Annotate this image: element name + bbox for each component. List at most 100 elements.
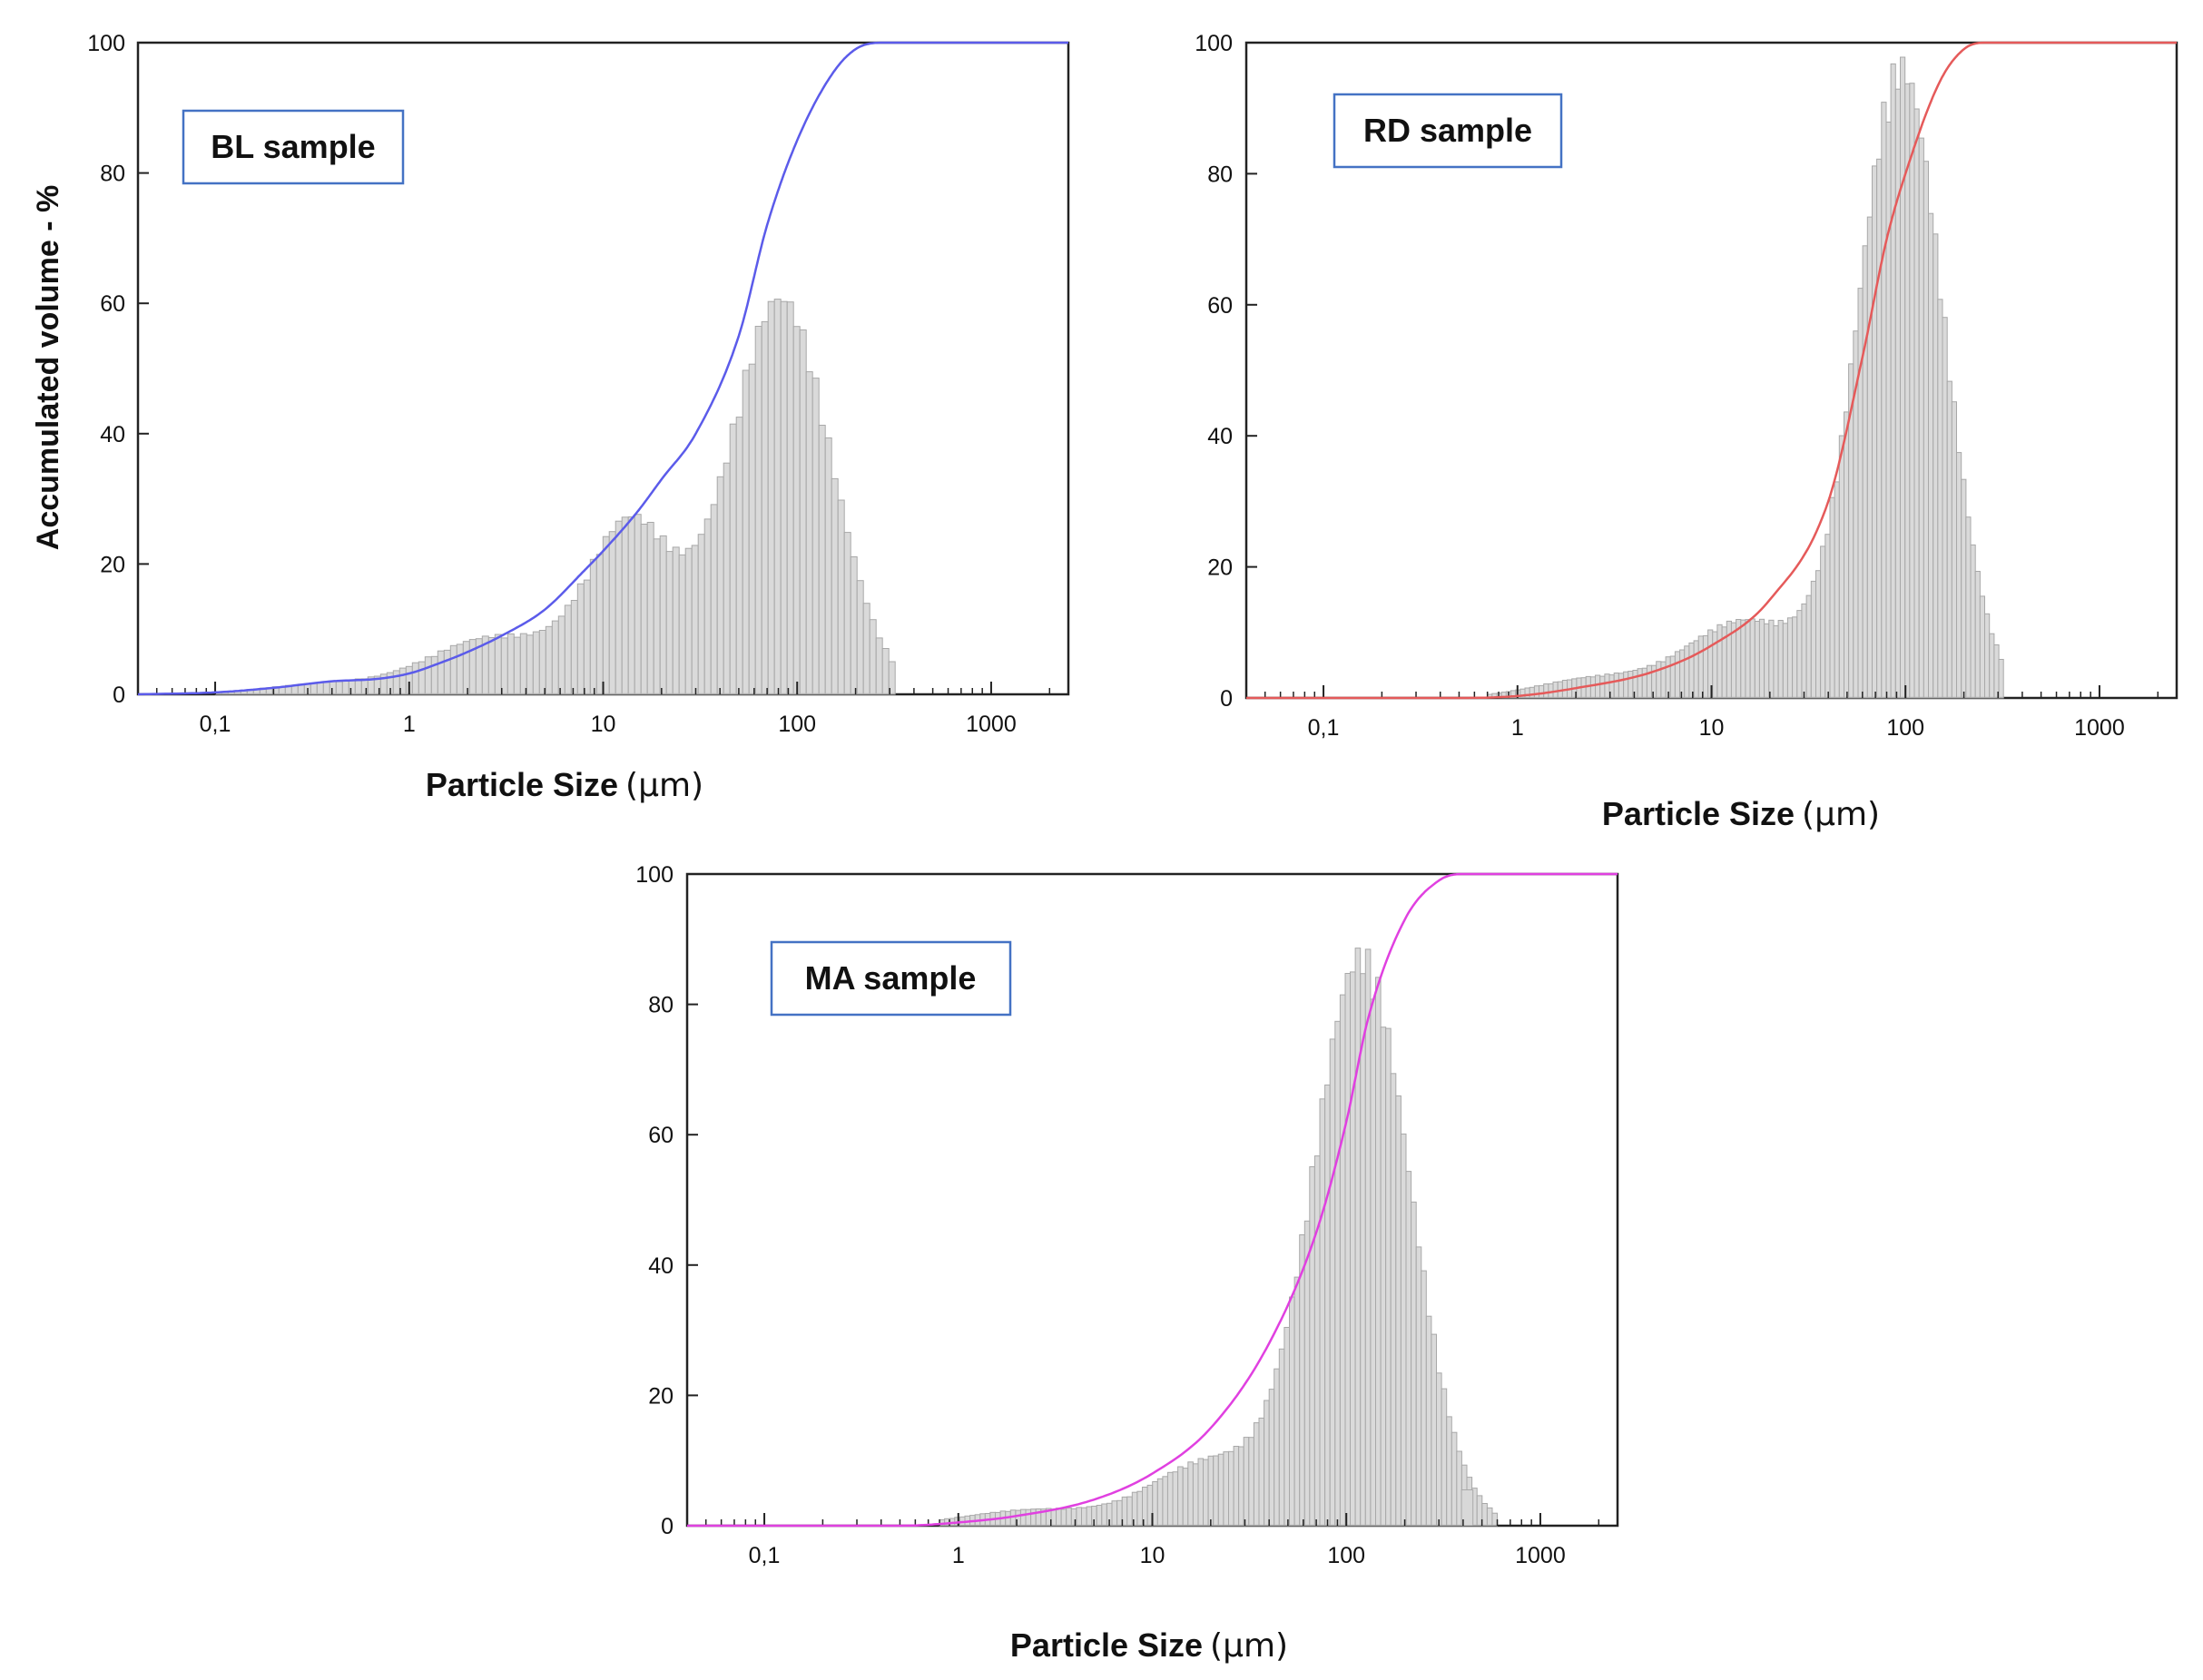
histogram-bar-bl <box>329 681 337 695</box>
histogram-bar-ma <box>1253 1422 1260 1527</box>
histogram-bar-rd <box>1641 667 1647 699</box>
histogram-bar-rd <box>1745 619 1751 699</box>
histogram-bar-bl <box>500 637 508 695</box>
histogram-bar-rd <box>1604 673 1610 699</box>
histogram-bar-rd <box>1844 411 1850 699</box>
histogram-bar-bl <box>519 633 527 695</box>
x-tick-label-bl: 1 <box>403 712 416 737</box>
histogram-bar-bl <box>653 538 661 695</box>
histogram-bar-bl <box>634 514 642 695</box>
histogram-bar-ma <box>1223 1451 1230 1527</box>
histogram-bar-bl <box>538 630 546 695</box>
histogram-bar-rd <box>1782 623 1789 699</box>
histogram-bar-rd <box>1786 617 1794 699</box>
histogram-bar-rd <box>1697 635 1704 699</box>
y-tick-label-ma: 100 <box>635 862 674 888</box>
histogram-bar-ma <box>1116 1499 1123 1527</box>
histogram-bar-ma <box>1060 1508 1067 1527</box>
histogram-bar-bl <box>754 326 762 695</box>
histogram-bar-rd <box>1674 651 1681 699</box>
histogram-bar-rd <box>1900 56 1906 699</box>
histogram-bar-bl <box>805 371 813 695</box>
histogram-bar-bl <box>735 417 743 695</box>
histogram-bars-ma <box>939 948 1499 1527</box>
histogram-bar-rd <box>1946 380 1952 699</box>
histogram-bar-bl <box>360 678 369 695</box>
histogram-bar-rd <box>1669 655 1676 699</box>
histogram-bar-bl <box>723 462 731 695</box>
histogram-bar-rd <box>1933 233 1939 699</box>
histogram-bar-rd <box>1777 620 1784 699</box>
histogram-bar-ma <box>1111 1500 1118 1527</box>
y-tick-label-ma: 0 <box>661 1514 674 1539</box>
histogram-bar-ma <box>1025 1508 1032 1527</box>
axis-ticks-bl: 0 20 40 60 80 100 0,1 1 10 100 1000 <box>87 31 1051 737</box>
histogram-bar-bl <box>729 423 737 695</box>
histogram-bar-bl <box>881 648 890 695</box>
x-tick-label-rd: 10 <box>1699 715 1725 741</box>
histogram-bar-ma <box>1203 1459 1209 1527</box>
histogram-bar-rd <box>1885 122 1892 699</box>
histogram-bar-rd <box>1862 245 1868 699</box>
histogram-bar-rd <box>1773 624 1779 699</box>
histogram-bar-rd <box>1918 137 1924 699</box>
histogram-bar-rd <box>1993 644 2000 699</box>
histogram-bar-bl <box>322 682 330 695</box>
y-tick-label-rd: 0 <box>1220 686 1233 712</box>
histogram-bar-bl <box>799 329 807 695</box>
y-tick-label-bl: 60 <box>100 291 125 317</box>
histogram-bar-rd <box>1984 613 1991 699</box>
y-tick-label-ma: 80 <box>648 993 674 1018</box>
histogram-bar-bl <box>665 551 674 695</box>
histogram-bar-rd <box>1876 158 1883 699</box>
histogram-bar-bl <box>780 300 788 695</box>
histogram-bar-bl <box>792 326 801 695</box>
histogram-bar-ma <box>1101 1503 1107 1527</box>
histogram-bar-rd <box>1820 545 1826 699</box>
histogram-bar-ma <box>1375 977 1382 1527</box>
histogram-bar-bl <box>513 636 521 695</box>
histogram-bar-bl <box>462 641 470 695</box>
y-tick-label-rd: 80 <box>1207 162 1233 187</box>
histogram-bar-rd <box>1679 649 1686 699</box>
histogram-bar-rd <box>1956 452 1962 699</box>
histogram-bar-rd <box>1684 645 1690 699</box>
histogram-bar-ma <box>1456 1450 1462 1527</box>
histogram-bar-rd <box>1623 671 1629 699</box>
histogram-bar-ma <box>1268 1389 1275 1527</box>
histogram-bar-ma <box>1350 971 1356 1527</box>
histogram-bar-rd <box>1646 664 1653 699</box>
histogram-bar-ma <box>1481 1503 1488 1527</box>
histogram-bar-bl <box>430 655 438 695</box>
histogram-bar-rd <box>1942 317 1948 699</box>
histogram-bar-bl <box>551 620 559 695</box>
histogram-bar-ma <box>1217 1453 1224 1527</box>
histogram-bar-rd <box>1716 624 1723 699</box>
histogram-bar-rd <box>1796 610 1803 699</box>
histogram-bar-ma <box>1162 1476 1169 1527</box>
histogram-bar-bl <box>621 516 629 695</box>
histogram-bar-ma <box>1441 1388 1448 1527</box>
annotation-box-ma <box>770 940 1012 1017</box>
histogram-bar-ma <box>1009 1509 1017 1527</box>
histogram-bar-bl <box>837 499 845 695</box>
histogram-bar-ma <box>1050 1508 1057 1527</box>
histogram-bar-rd <box>1937 299 1943 699</box>
histogram-bar-bl <box>640 524 648 695</box>
histogram-bar-rd <box>1824 534 1831 699</box>
histogram-bar-rd <box>1740 619 1746 699</box>
histogram-bar-bl <box>506 633 515 695</box>
y-tick-label-rd: 40 <box>1207 424 1233 449</box>
histogram-bar-ma <box>1264 1400 1270 1527</box>
histogram-bar-bl <box>564 604 572 695</box>
histogram-bar-ma <box>1293 1276 1301 1527</box>
histogram-bar-bl <box>348 680 356 695</box>
y-tick-label-bl: 100 <box>87 31 125 56</box>
y-tick-label-bl: 80 <box>100 162 125 187</box>
x-axis-label-ma: Particle Size (µm) <box>1010 1626 1288 1665</box>
histogram-bar-ma <box>1228 1450 1234 1527</box>
histogram-bar-rd <box>1857 288 1864 699</box>
histogram-bar-ma <box>1313 1155 1321 1527</box>
annotation-box-rd <box>1333 93 1563 169</box>
histogram-bar-bl <box>545 625 553 695</box>
